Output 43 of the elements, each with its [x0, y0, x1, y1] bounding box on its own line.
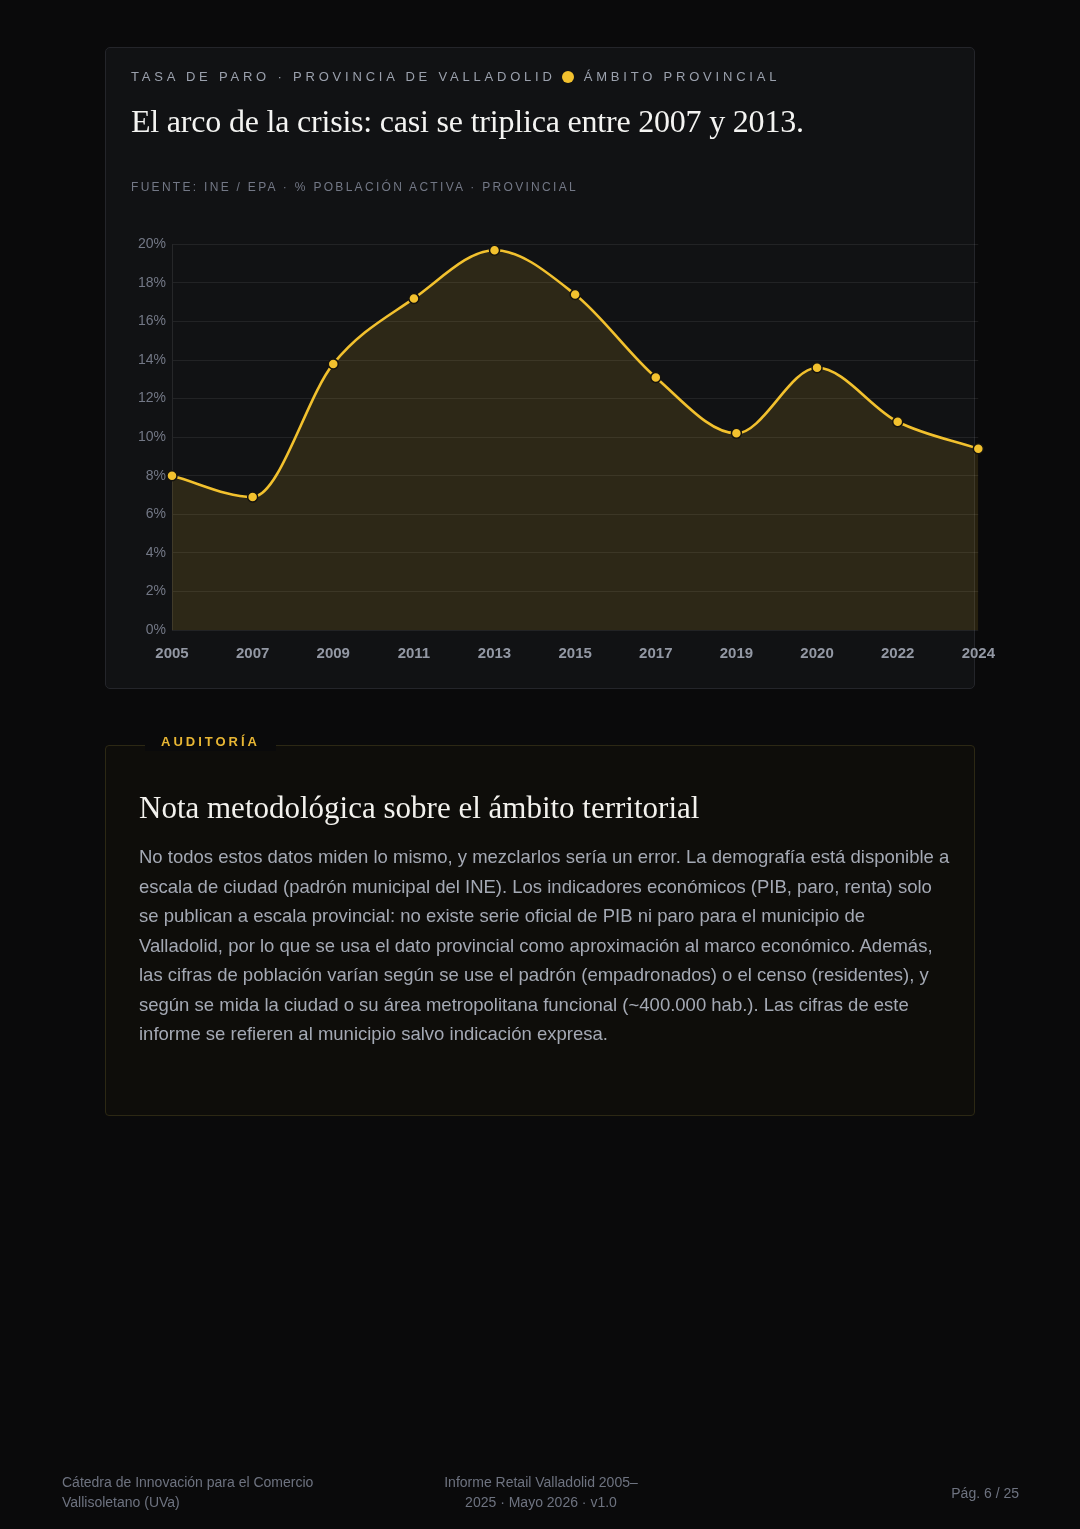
legend-label: ÁMBITO PROVINCIAL [583, 68, 781, 86]
x-tick-label: 2019 [719, 644, 754, 662]
text: Nota metodológica sobre el ámbito territorial [139, 789, 700, 827]
y-tick-label: 18% [137, 273, 166, 290]
y-tick-label: 8% [145, 466, 166, 483]
point [166, 470, 178, 482]
y-tick-label: 14% [137, 350, 166, 367]
y-tick-label: 6% [145, 505, 166, 522]
y-tick-label: 12% [137, 389, 166, 406]
point [246, 491, 259, 503]
x-tick-label: 2005 [155, 644, 189, 662]
chart-title: El arco de la crisis: casi se triplica entre 2007 y 2013. [131, 102, 804, 141]
text: AUDITORÍA [145, 733, 276, 751]
y-tick-label: 4% [145, 543, 166, 560]
point [650, 371, 662, 384]
point [408, 292, 420, 305]
x-tick-label: 2017 [639, 644, 673, 662]
text: Pág. 6 / 25 [951, 1484, 1019, 1503]
x-tick-label: 2020 [800, 644, 834, 662]
x-tick-label: 2022 [881, 644, 915, 662]
point [891, 416, 904, 428]
y-tick-label: 10% [137, 428, 166, 445]
x-tick-label: 2009 [316, 644, 350, 662]
y-tick-label: 20% [137, 235, 166, 252]
point [327, 358, 340, 370]
chart-subtitle: TASA DE PARO · PROVINCIA DE VALLADOLID [131, 68, 556, 86]
x-tick-label: 2024 [961, 644, 996, 662]
x-tick-label: 2007 [235, 644, 270, 662]
x-tick-label: 2011 [397, 644, 431, 662]
y-tick-label: 2% [145, 582, 166, 599]
text: No todos estos datos miden lo mismo, y mezclarlos sería un error. La demografía está disponible a escala de ciudad (padrón municipal del INE). Los indicadores económicos (PIB, paro, renta) solo se publican a escala provincial: no existe serie oficial de PIB ni paro para el municipio de Valladolid, por lo que se usa el dato provincial como aproximación al marco económico. Además, las cifras de población varían según se use el padrón (empadronados) o el censo (residentes), y según se mida la ciudad o su área metropolitana funcional (~400.000 hab.). Las cifras de este informe se refieren al municipio salvo indicación expresa. [139, 845, 951, 1046]
point [811, 362, 823, 374]
x-tick-label: 2015 [558, 644, 592, 662]
point [569, 288, 581, 301]
text: Cátedra de Innovación para el Comercio Vallisoletano (UVa) [62, 1473, 315, 1512]
point [730, 427, 743, 440]
x-tick-label: 2013 [477, 644, 512, 662]
y-tick-label: 0% [145, 620, 166, 637]
point [972, 443, 985, 455]
source-note: FUENTE: INE / EPA · % POBLACIÓN ACTIVA · PROVINCIAL [131, 179, 578, 195]
point [488, 244, 501, 256]
y-tick-label: 16% [137, 312, 166, 329]
text: Informe Retail Valladolid 2005–2025 · Mayo 2026 · v1.0 [443, 1473, 639, 1512]
